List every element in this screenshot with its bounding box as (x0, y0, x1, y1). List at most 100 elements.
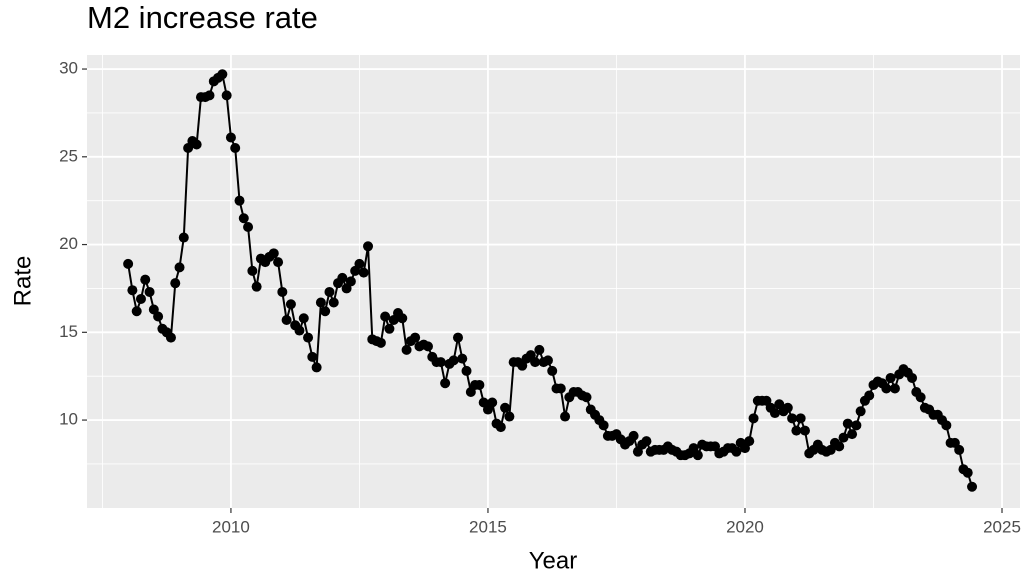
data-point (337, 272, 348, 283)
data-point (967, 481, 978, 492)
data-point (864, 390, 875, 401)
data-point (204, 90, 215, 101)
data-point (170, 278, 181, 289)
data-point (954, 444, 965, 455)
data-point (598, 420, 609, 431)
data-point (217, 69, 228, 80)
data-point (530, 357, 541, 368)
y-axis-title: Rate (9, 256, 36, 307)
data-point (461, 365, 472, 376)
data-point (221, 90, 232, 101)
data-point (435, 357, 446, 368)
plot-panel (87, 55, 1020, 508)
x-axis-title: Year (529, 547, 578, 574)
data-point (354, 258, 365, 269)
data-point (131, 306, 142, 317)
x-tick-label: 2020 (726, 517, 764, 536)
data-point (641, 436, 652, 447)
data-point (345, 276, 356, 287)
data-point (178, 232, 189, 243)
chart-title: M2 increase rate (87, 0, 318, 35)
data-point (534, 344, 545, 355)
data-point (795, 413, 806, 424)
y-tick-label: 20 (59, 234, 78, 253)
data-point (962, 467, 973, 478)
x-tick-label: 2010 (212, 517, 250, 536)
data-point (363, 241, 374, 252)
data-point (452, 332, 463, 343)
data-point (165, 332, 176, 343)
data-point (358, 267, 369, 278)
data-point (277, 286, 288, 297)
data-point (273, 257, 284, 268)
data-point (174, 262, 185, 273)
data-point (153, 311, 164, 322)
data-point (247, 265, 258, 276)
data-point (628, 430, 639, 441)
data-point (799, 425, 810, 436)
data-point (384, 323, 395, 334)
y-tick-label: 10 (59, 410, 78, 429)
data-point (238, 213, 249, 224)
data-point (907, 372, 918, 383)
data-point (307, 351, 318, 362)
data-point (410, 332, 421, 343)
data-point (311, 362, 322, 373)
data-point (448, 355, 459, 366)
data-point (769, 408, 780, 419)
data-point (855, 406, 866, 417)
x-tick-label: 2015 (469, 517, 507, 536)
data-point (851, 420, 862, 431)
data-point (298, 313, 309, 324)
data-point (731, 446, 742, 457)
data-point (401, 344, 412, 355)
data-point (328, 297, 339, 308)
data-point (744, 436, 755, 447)
data-point (324, 286, 335, 297)
data-point (474, 379, 485, 390)
data-point (915, 392, 926, 403)
data-point (692, 450, 703, 461)
data-point (555, 383, 566, 394)
y-tick-label: 30 (59, 59, 78, 78)
data-point (847, 429, 858, 440)
data-point (542, 355, 553, 366)
data-point (422, 341, 433, 352)
data-point (504, 411, 515, 422)
data-point (225, 132, 236, 143)
data-point (281, 315, 292, 326)
data-point (127, 285, 138, 296)
data-point (787, 413, 798, 424)
data-point (144, 286, 155, 297)
data-point (285, 299, 296, 310)
data-point (560, 411, 571, 422)
data-point (941, 420, 952, 431)
data-point (842, 418, 853, 429)
data-point (487, 397, 498, 408)
data-point (547, 365, 558, 376)
data-point (123, 258, 134, 269)
y-tick-label: 25 (59, 146, 78, 165)
data-point (135, 293, 146, 304)
data-point (838, 432, 849, 443)
data-point (581, 392, 592, 403)
data-point (251, 281, 262, 292)
data-point (140, 274, 151, 285)
data-point (230, 143, 241, 154)
data-point (294, 325, 305, 336)
data-point (234, 195, 245, 206)
data-point (791, 425, 802, 436)
y-tick-label: 15 (59, 322, 78, 341)
data-point (380, 311, 391, 322)
data-point (303, 332, 314, 343)
data-point (397, 313, 408, 324)
data-point (243, 222, 254, 233)
data-point (889, 383, 900, 394)
data-point (500, 402, 511, 413)
data-point (268, 248, 279, 259)
data-point (375, 337, 386, 348)
data-point (315, 297, 326, 308)
data-point (782, 402, 793, 413)
data-point (885, 372, 896, 383)
